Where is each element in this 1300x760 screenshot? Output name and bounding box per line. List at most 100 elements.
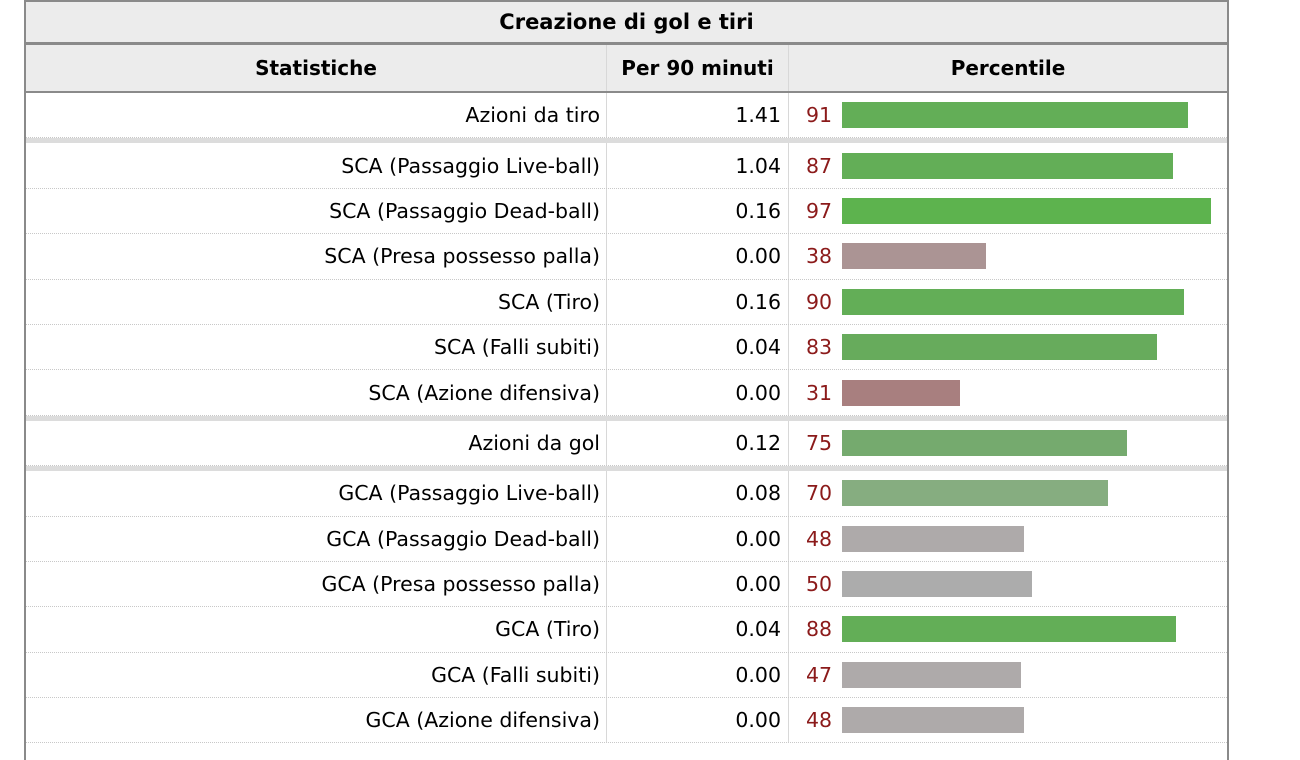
- percentile-bar: [842, 661, 1021, 688]
- percentile-value: 38: [806, 244, 833, 269]
- percentile-value: 31: [806, 380, 833, 405]
- percentile-bar-track: [842, 379, 1222, 406]
- stat-label: SCA (Presa possesso palla): [324, 244, 600, 269]
- table-row: SCA (Azione difensiva) 0.00 31: [26, 370, 1227, 416]
- percentile-bar: [842, 288, 1184, 315]
- percentile-value: 75: [806, 430, 833, 455]
- percentile-value: 91: [806, 103, 833, 128]
- stat-label: GCA (Passaggio Live-ball): [338, 481, 600, 506]
- per90-value: 0.16: [606, 188, 788, 234]
- percentile-bar-track: [842, 429, 1222, 456]
- percentile-value: 97: [806, 198, 833, 223]
- table-header-row: Statistiche Per 90 minuti Percentile: [26, 45, 1227, 93]
- percentile-cell: 88: [788, 607, 1227, 652]
- percentile-cell: 90: [788, 279, 1227, 324]
- percentile-cell: 38: [788, 234, 1227, 279]
- stat-label: Azioni da tiro: [465, 103, 600, 128]
- percentile-value: 48: [806, 526, 833, 551]
- table-row: Azioni da gol 0.12 75: [26, 415, 1227, 467]
- percentile-bar-track: [842, 288, 1222, 315]
- table-row: SCA (Falli subiti) 0.04 83: [26, 324, 1227, 371]
- table-row: GCA (Falli subiti) 0.00 47: [26, 652, 1227, 699]
- percentile-bar: [842, 707, 1025, 734]
- percentile-value: 83: [806, 335, 833, 360]
- percentile-cell: 48: [788, 698, 1227, 743]
- percentile-bar-track: [842, 707, 1222, 734]
- table-row: SCA (Presa possesso palla) 0.00 38: [26, 234, 1227, 280]
- table-body: Azioni da tiro 1.41 91 SCA (Passaggio Live-…: [26, 93, 1227, 744]
- table-caption: Creazione di gol e tiri: [26, 0, 1227, 45]
- percentile-cell: 97: [788, 188, 1227, 234]
- percentile-bar-track: [842, 525, 1222, 552]
- per90-value: 0.00: [606, 652, 788, 698]
- stat-label: GCA (Falli subiti): [431, 662, 600, 687]
- per90-value: 0.04: [606, 607, 788, 652]
- per90-value: 0.08: [606, 471, 788, 516]
- percentile-value: 50: [806, 572, 833, 597]
- table-row: GCA (Passaggio Dead-ball) 0.00 48: [26, 516, 1227, 562]
- per90-value: 1.04: [606, 143, 788, 188]
- percentile-bar-track: [842, 661, 1222, 688]
- percentile-bar: [842, 379, 960, 406]
- percentile-bar: [842, 616, 1177, 643]
- table-row: SCA (Tiro) 0.16 90: [26, 279, 1227, 325]
- stat-label: GCA (Passaggio Dead-ball): [326, 526, 600, 551]
- percentile-value: 70: [806, 481, 833, 506]
- percentile-bar: [842, 197, 1211, 224]
- per90-value: 0.12: [606, 420, 788, 466]
- per90-value: 0.04: [606, 324, 788, 370]
- stat-label: SCA (Passaggio Live-ball): [341, 153, 600, 178]
- percentile-value: 87: [806, 153, 833, 178]
- percentile-bar: [842, 571, 1032, 598]
- percentile-bar: [842, 429, 1127, 456]
- percentile-cell: 31: [788, 370, 1227, 415]
- table-row: GCA (Passaggio Live-ball) 0.08 70: [26, 466, 1227, 517]
- stat-label: GCA (Presa possesso palla): [321, 572, 600, 597]
- header-per-90[interactable]: Per 90 minuti: [606, 45, 788, 91]
- per90-value: 0.00: [606, 234, 788, 279]
- stat-label: GCA (Azione difensiva): [365, 708, 600, 733]
- stat-label: SCA (Passaggio Dead-ball): [329, 198, 600, 223]
- percentile-bar-track: [842, 571, 1222, 598]
- stats-table: Creazione di gol e tiri Statistiche Per …: [24, 0, 1229, 760]
- percentile-value: 90: [806, 289, 833, 314]
- header-percentile[interactable]: Percentile: [788, 45, 1227, 91]
- per90-value: 0.16: [606, 279, 788, 324]
- percentile-cell: 87: [788, 143, 1227, 188]
- stat-label: SCA (Falli subiti): [433, 335, 600, 360]
- per90-value: 0.00: [606, 698, 788, 743]
- per90-value: 0.00: [606, 516, 788, 561]
- percentile-bar-track: [842, 480, 1222, 507]
- per90-value: 0.00: [606, 370, 788, 415]
- percentile-cell: 75: [788, 420, 1227, 466]
- percentile-bar: [842, 480, 1108, 507]
- table-row: Azioni da tiro 1.41 91: [26, 93, 1227, 139]
- percentile-bar: [842, 243, 987, 270]
- table-row: SCA (Passaggio Live-ball) 1.04 87: [26, 138, 1227, 189]
- percentile-value: 47: [806, 662, 833, 687]
- percentile-value: 88: [806, 617, 833, 642]
- percentile-bar: [842, 152, 1173, 179]
- percentile-bar-track: [842, 197, 1222, 224]
- percentile-cell: 70: [788, 471, 1227, 516]
- table-row: SCA (Passaggio Dead-ball) 0.16 97: [26, 188, 1227, 235]
- table-row: GCA (Presa possesso palla) 0.00 50: [26, 561, 1227, 608]
- percentile-cell: 47: [788, 652, 1227, 698]
- header-statistiche[interactable]: Statistiche: [255, 56, 377, 80]
- percentile-cell: 83: [788, 324, 1227, 370]
- percentile-value: 48: [806, 708, 833, 733]
- percentile-bar: [842, 334, 1158, 361]
- stat-label: GCA (Tiro): [495, 617, 600, 642]
- per90-value: 0.00: [606, 561, 788, 607]
- table-row: GCA (Azione difensiva) 0.00 48: [26, 698, 1227, 744]
- percentile-bar: [842, 525, 1025, 552]
- stat-label: Azioni da gol: [468, 430, 600, 455]
- per90-value: 1.41: [606, 93, 788, 138]
- percentile-bar: [842, 102, 1188, 129]
- percentile-bar-track: [842, 616, 1222, 643]
- table-row: GCA (Tiro) 0.04 88: [26, 607, 1227, 653]
- percentile-bar-track: [842, 243, 1222, 270]
- percentile-bar-track: [842, 334, 1222, 361]
- percentile-cell: 48: [788, 516, 1227, 561]
- stat-label: SCA (Azione difensiva): [368, 380, 600, 405]
